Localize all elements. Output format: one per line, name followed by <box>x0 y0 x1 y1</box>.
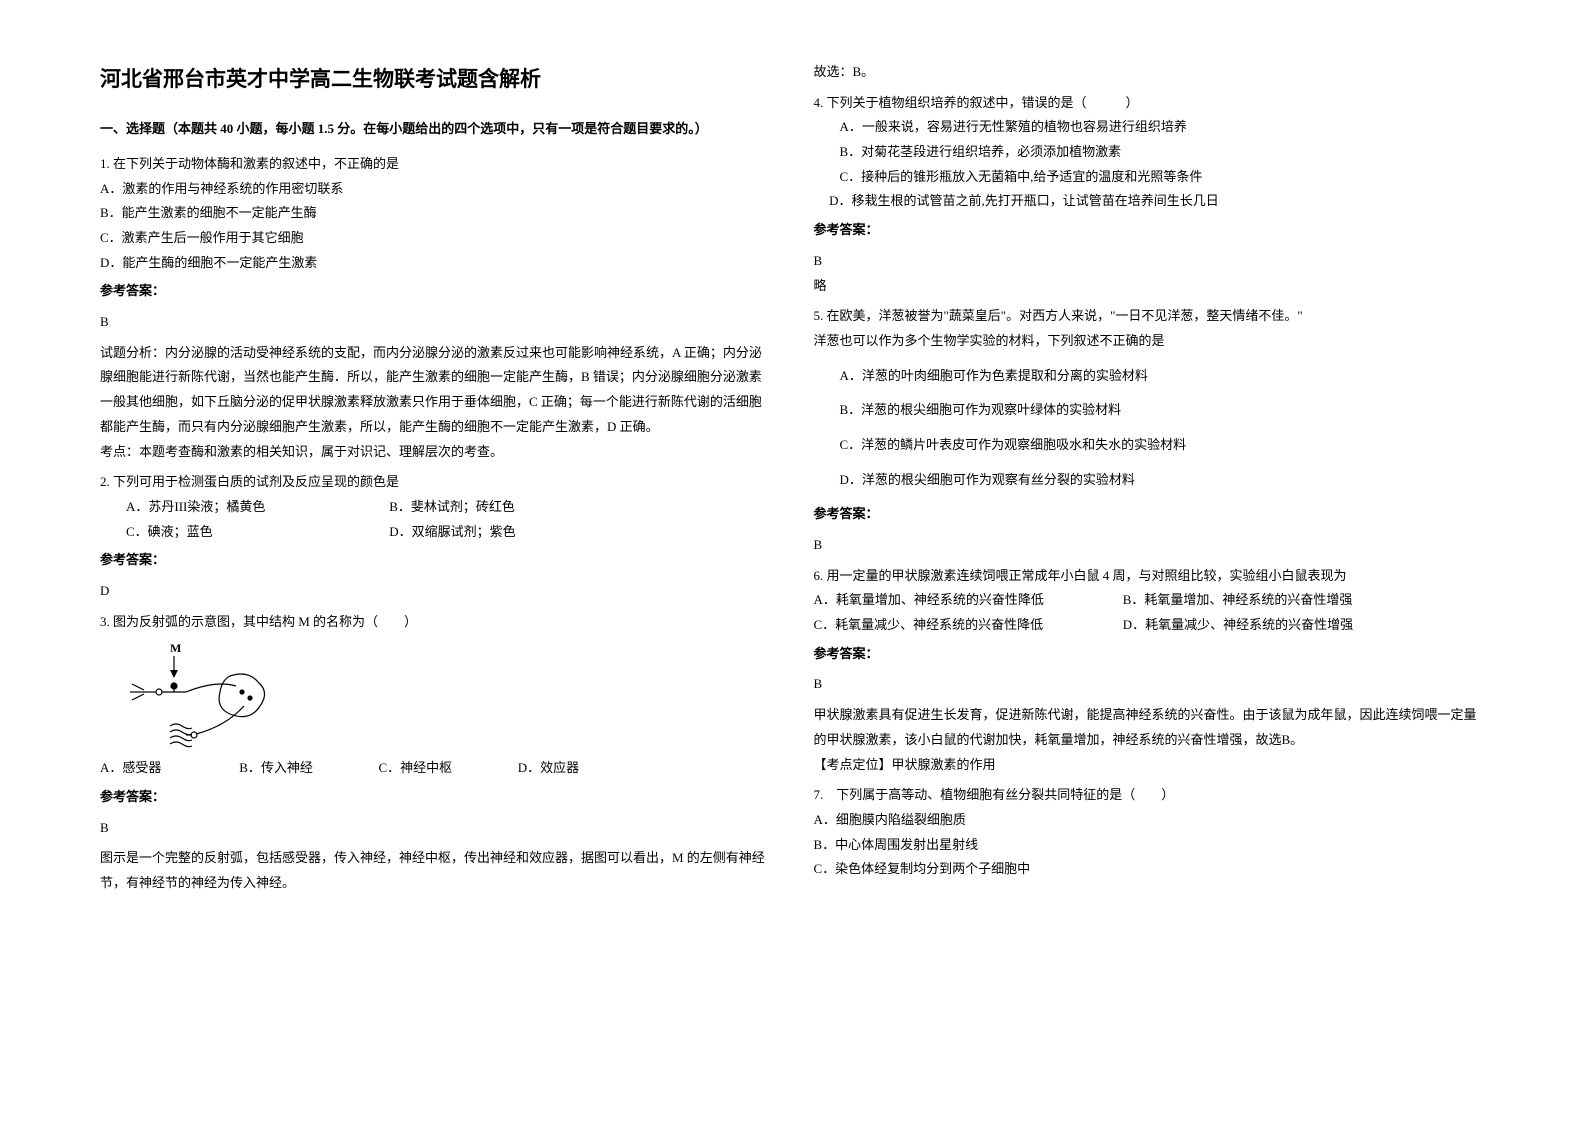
q6-option-d: D．耗氧量减少、神经系统的兴奋性增强 <box>1123 613 1353 638</box>
q6-option-b: B．耗氧量增加、神经系统的兴奋性增强 <box>1123 588 1353 613</box>
q4-option-d: D．移栽生根的试管苗之前,先打开瓶口，让试管苗在培养间生长几日 <box>829 189 1487 214</box>
q3-option-c: C．神经中枢 <box>379 756 489 781</box>
q3-explain: 图示是一个完整的反射弧，包括感受器，传入神经，神经中枢，传出神经和效应器，据图可… <box>100 846 774 895</box>
q2-option-c: C．碘液；蓝色 <box>126 520 386 545</box>
q3-stem: 3. 图为反射弧的示意图，其中结构 M 的名称为（ ） <box>100 610 774 635</box>
q5-option-c: C．洋葱的鳞片叶表皮可作为观察细胞吸水和失水的实验材料 <box>840 433 1488 458</box>
q5-answer: B <box>814 533 1488 558</box>
q7-stem: 7. 下列属于高等动、植物细胞有丝分裂共同特征的是（ ） <box>814 783 1488 808</box>
q1-option-c: C．激素产生后一般作用于其它细胞 <box>100 226 774 251</box>
q4-option-a: A．一般来说，容易进行无性繁殖的植物也容易进行组织培养 <box>840 115 1488 140</box>
q6-option-a: A．耗氧量增加、神经系统的兴奋性降低 <box>814 588 1094 613</box>
q1-answer: B <box>100 310 774 335</box>
q3-option-a: A．感受器 <box>100 756 210 781</box>
answer-label: 参考答案： <box>100 785 774 810</box>
q6-answer: B <box>814 672 1488 697</box>
q5-option-d: D．洋葱的根尖细胞可作为观察有丝分裂的实验材料 <box>840 468 1488 493</box>
q6-explain: 甲状腺激素具有促进生长发育，促进新陈代谢，能提高神经系统的兴奋性。由于该鼠为成年… <box>814 703 1488 752</box>
q4-stem: 4. 下列关于植物组织培养的叙述中，错误的是（ ） <box>814 91 1488 116</box>
section-heading: 一、选择题（本题共 40 小题，每小题 1.5 分。在每小题给出的四个选项中，只… <box>100 118 774 140</box>
q3-answer: B <box>100 816 774 841</box>
answer-label: 参考答案： <box>100 548 774 573</box>
q2-option-b: B．斐林试剂；砖红色 <box>389 495 515 520</box>
q1-stem: 1. 在下列关于动物体酶和激素的叙述中，不正确的是 <box>100 152 774 177</box>
q5-stem-1: 5. 在欧美，洋葱被誉为"蔬菜皇后"。对西方人来说，"一日不见洋葱，整天情绪不佳… <box>814 304 1488 329</box>
answer-label: 参考答案： <box>814 218 1488 243</box>
answer-label: 参考答案： <box>814 502 1488 527</box>
q1-option-a: A．激素的作用与神经系统的作用密切联系 <box>100 177 774 202</box>
reflex-arc-diagram: M <box>126 640 774 750</box>
q1-option-d: D．能产生酶的细胞不一定能产生激素 <box>100 251 774 276</box>
q4-answer: B <box>814 249 1488 274</box>
q2-stem: 2. 下列可用于检测蛋白质的试剂及反应呈现的颜色是 <box>100 470 774 495</box>
q6-point: 【考点定位】甲状腺激素的作用 <box>814 753 1488 778</box>
q6-option-c: C．耗氧量减少、神经系统的兴奋性降低 <box>814 613 1094 638</box>
q4-option-c: C．接种后的锥形瓶放入无菌箱中,给予适宜的温度和光照等条件 <box>840 165 1488 190</box>
q1-option-b: B．能产生激素的细胞不一定能产生酶 <box>100 201 774 226</box>
q1-explain-2: 考点：本题考查酶和激素的相关知识，属于对识记、理解层次的考查。 <box>100 440 774 465</box>
diagram-m-label: M <box>170 641 181 655</box>
q5-stem-2: 洋葱也可以作为多个生物学实验的材料，下列叙述不正确的是 <box>814 329 1488 354</box>
q3-option-d: D．效应器 <box>518 756 579 781</box>
answer-label: 参考答案： <box>100 279 774 304</box>
q4-brief: 略 <box>814 274 1488 299</box>
q4-option-b: B．对菊花茎段进行组织培养，必须添加植物激素 <box>840 140 1488 165</box>
answer-label: 参考答案： <box>814 642 1488 667</box>
q7-option-b: B．中心体周围发射出星射线 <box>814 833 1488 858</box>
q5-option-b: B．洋葱的根尖细胞可作为观察叶绿体的实验材料 <box>840 398 1488 423</box>
q7-option-c: C．染色体经复制均分到两个子细胞中 <box>814 857 1488 882</box>
page-title: 河北省邢台市英才中学高二生物联考试题含解析 <box>100 60 774 100</box>
q5-option-a: A．洋葱的叶肉细胞可作为色素提取和分离的实验材料 <box>840 364 1488 389</box>
continuation-text: 故选：B。 <box>814 60 1488 85</box>
q2-option-d: D．双缩脲试剂；紫色 <box>389 520 515 545</box>
q1-explain-1: 试题分析：内分泌腺的活动受神经系统的支配，而内分泌腺分泌的激素反过来也可能影响神… <box>100 341 774 440</box>
q2-answer: D <box>100 579 774 604</box>
q6-stem: 6. 用一定量的甲状腺激素连续饲喂正常成年小白鼠 4 周，与对照组比较，实验组小… <box>814 564 1488 589</box>
q3-option-b: B．传入神经 <box>239 756 349 781</box>
q7-option-a: A．细胞膜内陷缢裂细胞质 <box>814 808 1488 833</box>
q2-option-a: A．苏丹III染液；橘黄色 <box>126 495 386 520</box>
